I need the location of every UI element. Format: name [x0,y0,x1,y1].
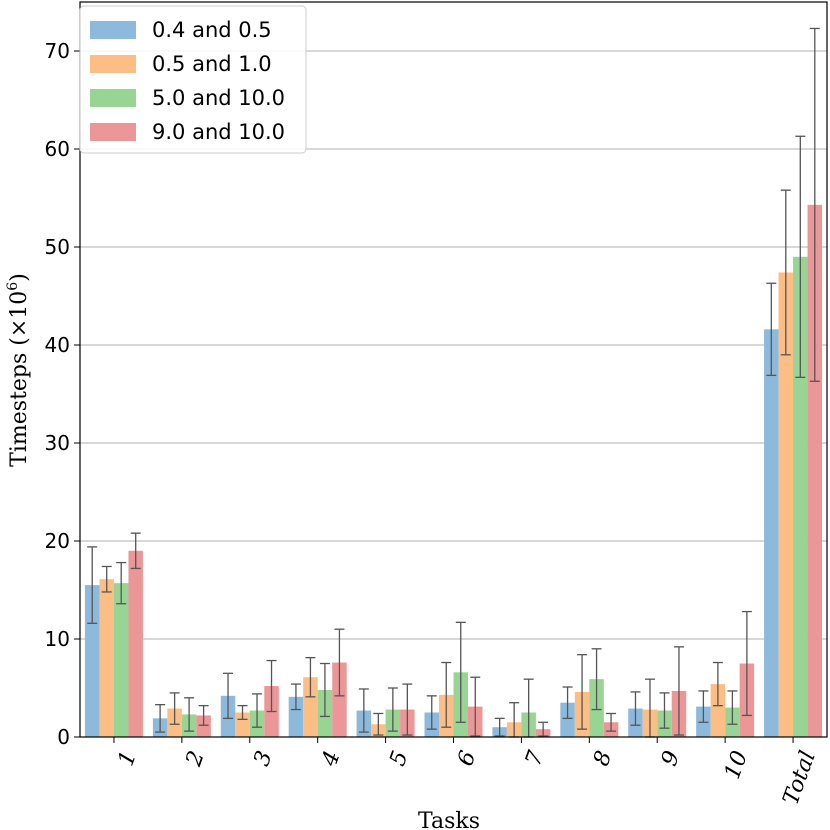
y-axis-label-close: ) [7,273,32,282]
y-tick-label-7: 70 [45,39,70,63]
errorbar-series2-cat-4 [305,656,316,698]
errorbar-series3-cat-8 [591,648,602,711]
legend-label-1: 0.4 and 0.5 [152,18,272,42]
bar-series4-cat-1 [128,550,143,737]
y-tick-label-2: 20 [45,529,70,553]
errorbar-series2-cat-10 [712,661,723,707]
errorbar-series2-cat-1 [101,565,112,593]
bar-series1-cat-4 [288,696,304,737]
bar-series4-cat-4 [332,662,347,737]
bar-series2-cat-10 [710,684,726,737]
errorbar-series1-cat-8 [562,686,573,720]
y-tick-label-3: 30 [45,431,70,455]
bar-series2-cat-3 [235,712,250,737]
legend-swatch-1 [90,21,136,39]
errorbar-series2-cat-Total [780,189,791,356]
errorbar-series4-cat-9 [673,646,684,736]
bars-group [84,204,823,738]
errorbar-series3-cat-5 [387,687,398,732]
legend-label-3: 5.0 and 10.0 [152,86,285,110]
errorbar-series4-cat-Total [809,27,820,382]
errorbar-series4-cat-5 [402,683,413,736]
errorbar-series1-cat-5 [358,688,369,733]
errorbar-series1-cat-6 [426,695,437,730]
errorbar-series4-cat-8 [606,712,617,732]
errorbar-series4-cat-7 [538,721,549,737]
errorbar-series2-cat-5 [373,712,384,736]
errorbar-series4-cat-10 [741,610,752,717]
errorbar-series3-cat-6 [455,621,466,723]
errorbar-series1-cat-10 [698,690,709,723]
y-axis-label: Timesteps (×106) [5,273,32,467]
legend-label-2: 0.5 and 1.0 [152,52,272,76]
bar-series3-cat-1 [113,583,129,737]
errorbar-series2-cat-6 [441,661,452,728]
bar-series4-cat-Total [807,204,823,738]
y-tick-label-0: 0 [57,725,70,749]
legend: 0.4 and 0.5 0.5 and 1.0 5.0 and 10.0 9.0 an… [79,5,307,154]
y-axis-label-exponent: 6 [5,282,21,291]
y-tick-label-6: 60 [45,137,70,161]
errorbar-series3-cat-2 [184,697,195,732]
errorbar-series4-cat-3 [266,659,277,713]
errorbar-series3-cat-9 [659,692,670,729]
errorbar-series1-cat-4 [290,683,301,711]
errorbar-series2-cat-8 [577,654,588,730]
legend-swatch-4 [90,123,136,141]
errorbar-series1-cat-Total [766,282,777,377]
errorbar-series3-cat-Total [795,135,806,378]
legend-swatch-3 [90,89,136,107]
errorbar-series2-cat-2 [169,692,180,725]
errorbar-series1-cat-7 [494,717,505,737]
errorbar-series4-cat-1 [130,532,141,570]
bar-series4-cat-2 [196,715,211,737]
bar-series2-cat-Total [778,272,794,737]
y-tick-label-5: 50 [45,235,70,259]
errorbar-series2-cat-3 [237,704,248,721]
x-axis-label: Tasks [418,809,480,830]
y-axis-label-main: Timesteps (×10 [7,291,32,467]
errorbar-series1-cat-9 [630,691,641,726]
errorbar-series3-cat-4 [319,662,330,718]
bar-series1-cat-8 [560,702,575,737]
legend-box [79,5,307,154]
bar-series2-cat-4 [303,677,318,737]
y-tick-label-4: 40 [45,333,70,357]
errorbar-series4-cat-4 [334,628,345,697]
y-axis-ticks: 0 10 20 30 40 50 60 70 [45,39,80,749]
bar-series1-cat-Total [764,329,779,737]
errorbar-series1-cat-1 [87,546,98,624]
y-tick-label-1: 10 [45,627,70,651]
legend-label-4: 9.0 and 10.0 [152,120,285,144]
errorbar-series3-cat-10 [727,690,738,725]
errorbar-series1-cat-3 [223,672,234,720]
errorbar-series4-cat-2 [198,704,209,726]
errorbar-series3-cat-1 [116,561,127,605]
legend-swatch-2 [90,55,136,73]
bar-series2-cat-1 [99,579,114,737]
error-bars-group [87,27,820,738]
errorbar-series3-cat-3 [252,693,263,728]
errorbar-series1-cat-2 [155,704,166,733]
errorbar-series4-cat-6 [470,676,481,737]
